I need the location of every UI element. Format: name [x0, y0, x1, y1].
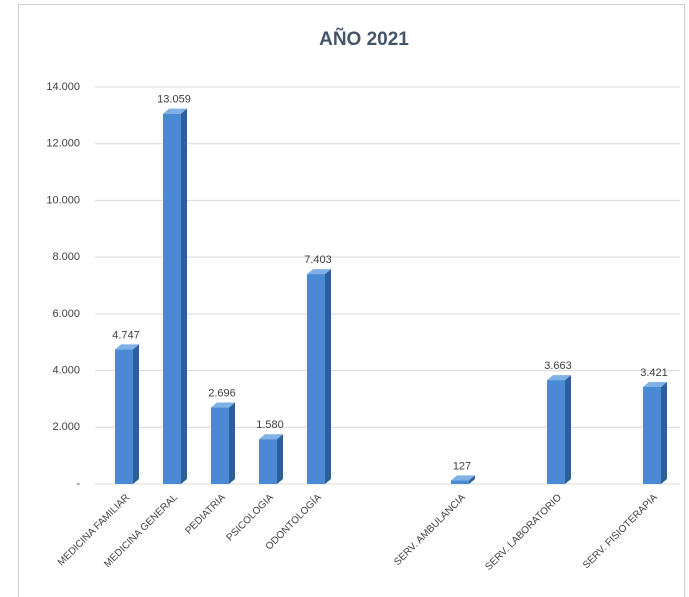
data-label: 13.059	[157, 94, 191, 106]
bar-front	[307, 274, 325, 484]
y-tick-label: 2.000	[52, 421, 80, 433]
y-tick-label: 12.000	[46, 138, 80, 150]
bar-front	[115, 349, 133, 484]
bar-top	[643, 381, 667, 387]
bar-side	[469, 475, 475, 484]
data-label: 7.403	[304, 254, 332, 266]
bar	[259, 434, 283, 484]
bar-front	[451, 480, 469, 484]
bar	[115, 344, 139, 484]
y-tick-label: 4.000	[52, 364, 80, 376]
bar-side	[565, 375, 571, 484]
bar-front	[163, 113, 181, 484]
data-label: 1.580	[256, 419, 284, 431]
y-tick-label: 10.000	[46, 194, 80, 206]
bar-top	[211, 402, 235, 408]
bar-top	[259, 434, 283, 440]
data-label: 2.696	[208, 387, 236, 399]
bar-top	[115, 344, 139, 350]
bar-side	[325, 269, 331, 484]
bar-top	[163, 108, 187, 114]
y-tick-label: 14.000	[46, 81, 80, 93]
bar	[211, 402, 235, 484]
bar	[643, 381, 667, 484]
data-label: 4.747	[112, 329, 140, 341]
bar-front	[547, 380, 565, 484]
bar	[307, 269, 331, 484]
bar-side	[277, 434, 283, 484]
data-label: 127	[453, 460, 471, 472]
bar-front	[211, 407, 229, 484]
bar-top	[451, 475, 475, 481]
bar-side	[181, 108, 187, 484]
chart-title: AÑO 2021	[319, 28, 409, 50]
data-label: 3.663	[544, 360, 572, 372]
y-tick-label: -	[76, 478, 80, 490]
bar	[163, 108, 187, 484]
bar-side	[229, 402, 235, 484]
bar-side	[133, 344, 139, 484]
bar-top	[547, 375, 571, 381]
bar	[451, 475, 475, 484]
y-tick-label: 6.000	[52, 308, 80, 320]
bar-front	[643, 386, 661, 484]
data-label: 3.421	[640, 367, 668, 379]
bar-front	[259, 439, 277, 484]
y-tick-label: 8.000	[52, 251, 80, 263]
chart-frame	[18, 4, 685, 597]
bar-top	[307, 269, 331, 275]
bar-side	[661, 381, 667, 484]
bar	[547, 375, 571, 484]
